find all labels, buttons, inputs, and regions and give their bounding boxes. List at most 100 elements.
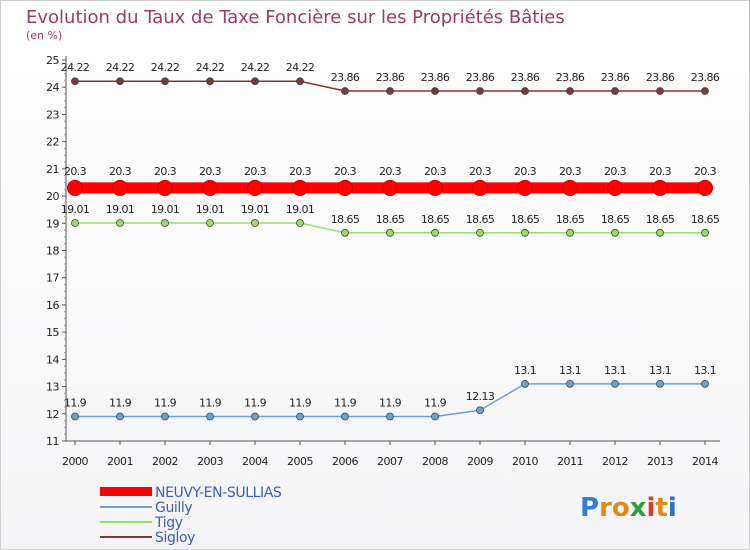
data-label: 23.86: [601, 71, 630, 84]
data-label: 20.3: [559, 165, 582, 178]
data-label: 20.3: [109, 165, 132, 178]
data-label: 19.01: [196, 203, 225, 216]
data-label: 20.3: [649, 165, 672, 178]
data-point: [292, 179, 308, 196]
x-tick-label: 2007: [377, 455, 403, 468]
data-label: 11.9: [334, 397, 357, 410]
data-point: [251, 412, 259, 421]
y-tick-label: 24: [46, 81, 59, 94]
data-point: [517, 179, 533, 196]
legend-label: Tigy: [154, 515, 183, 531]
data-point: [521, 379, 529, 388]
data-point: [701, 228, 709, 237]
data-label: 23.86: [511, 71, 540, 84]
data-label: 11.9: [244, 397, 267, 410]
logo-letter: r: [599, 493, 612, 523]
data-label: 23.86: [466, 71, 495, 84]
legend-swatch: [100, 487, 152, 496]
data-label: 23.86: [421, 71, 450, 84]
legend-label: Sigloy: [155, 530, 195, 546]
data-point: [697, 179, 713, 196]
data-point: [341, 228, 349, 237]
data-label: 13.1: [559, 364, 581, 377]
y-tick-label: 23: [46, 108, 59, 121]
data-label: 11.9: [199, 397, 222, 410]
axes: 11 12 13 14 15 16 17 18 19 20 21 22 23 24 25 2000 2001 20…: [46, 54, 720, 468]
data-point: [251, 219, 259, 227]
data-point: [112, 179, 128, 196]
data-point: [562, 179, 578, 196]
data-point: [476, 406, 484, 415]
data-point: [382, 179, 398, 196]
data-point: [566, 379, 574, 388]
data-label: 23.86: [646, 71, 675, 84]
data-point: [701, 379, 709, 388]
y-tick-label: 14: [46, 353, 59, 366]
logo-letter: i: [668, 493, 677, 523]
data-point: [71, 412, 79, 421]
legend-label: NEUVY-EN-SULLIAS: [155, 485, 282, 501]
x-tick-label: 2002: [152, 455, 178, 468]
data-point: [206, 219, 214, 227]
y-tick-label: 16: [46, 299, 59, 312]
data-point: [431, 412, 439, 421]
data-point: [161, 219, 169, 227]
logo-letter: o: [612, 493, 630, 523]
x-tick-label: 2004: [242, 455, 268, 468]
data-point: [202, 179, 218, 196]
data-point: [566, 228, 574, 237]
series-group: 24.22 24.22 24.22 24.22 24.22 24.22 23.86 23.86…: [61, 61, 720, 421]
data-point: [431, 87, 439, 95]
data-point: [71, 219, 79, 227]
data-label: 24.22: [241, 61, 270, 74]
y-tick-label: 19: [46, 217, 59, 230]
data-point: [296, 412, 304, 421]
data-label: 19.01: [151, 203, 180, 216]
data-point: [247, 179, 263, 196]
chart-subtitle: (en %): [26, 29, 62, 42]
data-point: [521, 228, 529, 237]
data-label: 20.3: [154, 165, 177, 178]
data-point: [386, 412, 394, 421]
data-label: 23.86: [556, 71, 585, 84]
data-point: [656, 379, 664, 388]
data-label: 13.1: [649, 364, 671, 377]
data-label: 18.65: [421, 213, 450, 226]
data-label: 23.86: [376, 71, 405, 84]
data-label: 19.01: [241, 203, 270, 216]
data-label: 11.9: [289, 397, 312, 410]
data-label: 24.22: [61, 61, 90, 74]
data-label: 18.65: [691, 213, 720, 226]
y-tick-label: 18: [46, 245, 59, 258]
data-point: [116, 77, 124, 86]
y-tick-label: 11: [46, 435, 59, 448]
legend-label: Guilly: [155, 500, 192, 516]
data-point: [67, 179, 83, 196]
logo-text: Proxiti: [580, 493, 677, 523]
x-tick-label: 2006: [332, 455, 358, 468]
data-point: [521, 87, 529, 95]
data-point: [652, 179, 668, 196]
data-point: [161, 77, 169, 86]
series-guilly: 11.9 11.9 11.9 11.9 11.9 11.9 11.9 11.9 11.9 12.1…: [64, 364, 717, 421]
data-point: [656, 87, 664, 95]
data-label: 20.3: [199, 165, 222, 178]
data-point: [157, 179, 173, 196]
series-tigy: 19.01 19.01 19.01 19.01 19.01 19.01 18.65 18.65…: [61, 203, 720, 237]
data-label: 23.86: [691, 71, 720, 84]
y-tick-label: 25: [46, 54, 59, 67]
data-label: 11.9: [154, 397, 177, 410]
data-label: 20.3: [424, 165, 447, 178]
data-label: 13.1: [694, 364, 716, 377]
data-label: 20.3: [469, 165, 492, 178]
data-point: [161, 412, 169, 421]
data-label: 24.22: [106, 61, 135, 74]
data-label: 13.1: [514, 364, 536, 377]
logo-letter: i: [647, 493, 656, 523]
data-label: 24.22: [286, 61, 315, 74]
data-point: [386, 228, 394, 237]
data-point: [476, 87, 484, 95]
data-label: 20.3: [64, 165, 87, 178]
data-label: 18.65: [376, 213, 405, 226]
